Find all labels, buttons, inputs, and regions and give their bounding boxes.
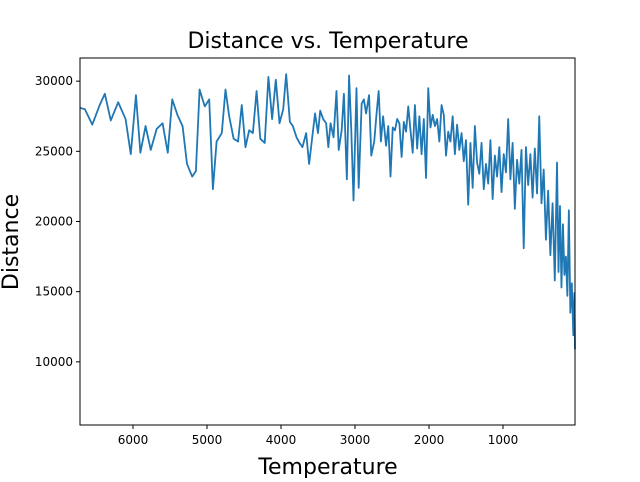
- x-tick-label: 1000: [488, 433, 519, 447]
- plot-frame: [79, 57, 576, 426]
- y-tick-label: 30000: [35, 74, 73, 88]
- chart-title: Distance vs. Temperature: [187, 29, 468, 54]
- y-tick-label: 10000: [35, 355, 73, 369]
- y-tick-label: 15000: [35, 285, 73, 299]
- x-tick-label: 4000: [266, 433, 297, 447]
- y-tick-label: 25000: [35, 144, 73, 158]
- x-tick-label: 3000: [340, 433, 371, 447]
- x-tick-label: 5000: [192, 433, 223, 447]
- x-axis-label: Temperature: [257, 455, 397, 478]
- y-tick-label: 20000: [35, 215, 73, 229]
- x-tick-label: 2000: [414, 433, 445, 447]
- y-axis-label: Distance: [0, 194, 24, 290]
- x-tick-label: 6000: [118, 433, 149, 447]
- line: [79, 73, 576, 350]
